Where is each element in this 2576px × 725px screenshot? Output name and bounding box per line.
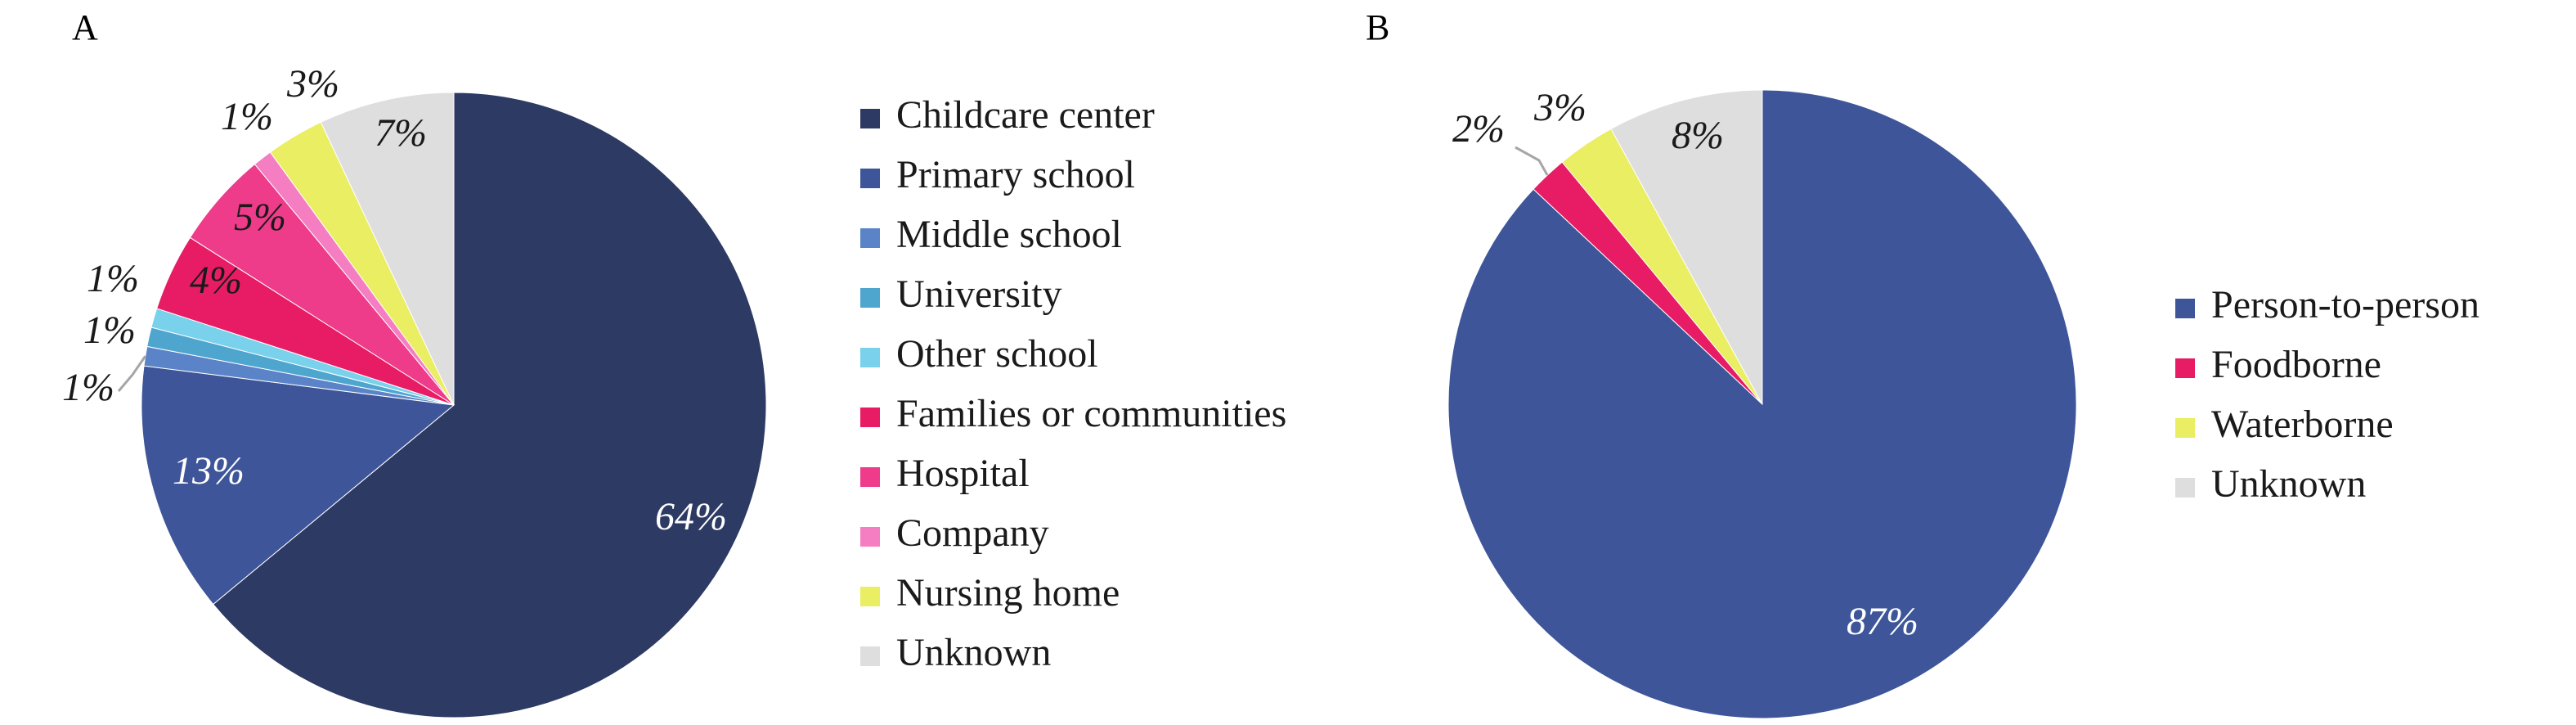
legend-a: Childcare center Primary school Middle sch… bbox=[860, 93, 1286, 674]
legend-label-company: Company bbox=[896, 511, 1049, 555]
legend-swatch-middle-school bbox=[860, 228, 880, 248]
legend-swatch-waterborne bbox=[2175, 418, 2195, 438]
panel-label-a: A bbox=[72, 7, 98, 47]
legend-label-hospital: Hospital bbox=[896, 452, 1030, 495]
leader-line bbox=[1515, 146, 1549, 176]
data-label-middle-school: 1% bbox=[62, 366, 114, 409]
data-label-families-or-communities: 4% bbox=[190, 259, 242, 302]
legend-swatch-childcare-center bbox=[860, 109, 880, 128]
data-label-hospital: 5% bbox=[234, 196, 286, 239]
legend-swatch-nursing-home bbox=[860, 587, 880, 606]
legend-label-families-or-communities: Families or communities bbox=[896, 392, 1286, 435]
legend-label-university: University bbox=[896, 272, 1062, 316]
legend-swatch-foodborne bbox=[2175, 358, 2195, 378]
legend-swatch-primary-school bbox=[860, 169, 880, 188]
data-label-foodborne: 2% bbox=[1452, 107, 1505, 151]
legend-b: Person-to-person Foodborne Waterborne Unkno… bbox=[2175, 283, 2480, 506]
pie-slice-unknown bbox=[320, 92, 455, 406]
leader-line bbox=[117, 355, 146, 392]
data-label-waterborne: 3% bbox=[1533, 86, 1586, 129]
data-label-nursing-home: 3% bbox=[286, 62, 339, 106]
data-label-unknown: 7% bbox=[375, 111, 427, 155]
data-label-university: 1% bbox=[83, 308, 136, 352]
legend-label-waterborne: Waterborne bbox=[2211, 403, 2394, 446]
legend-swatch-company bbox=[860, 527, 880, 547]
legend-label-other-school: Other school bbox=[896, 332, 1098, 376]
pie-slice-childcare-center bbox=[212, 92, 767, 718]
legend-swatch-hospital bbox=[860, 467, 880, 487]
legend-label-childcare-center: Childcare center bbox=[896, 93, 1155, 137]
data-label-company: 1% bbox=[221, 95, 273, 138]
legend-label-person-to-person: Person-to-person bbox=[2211, 283, 2480, 326]
legend-label-middle-school: Middle school bbox=[896, 213, 1122, 256]
pie-slice-unknown bbox=[1610, 89, 1763, 405]
legend-swatch-person-to-person bbox=[2175, 299, 2195, 318]
data-label-other-school: 1% bbox=[87, 257, 139, 300]
legend-swatch-university bbox=[860, 288, 880, 308]
legend-label-foodborne: Foodborne bbox=[2211, 343, 2381, 386]
data-label-childcare-center: 64% bbox=[655, 495, 727, 538]
data-label-unknown: 8% bbox=[1672, 114, 1724, 157]
legend-swatch-other-school bbox=[860, 348, 880, 367]
legend-label-nursing-home: Nursing home bbox=[896, 571, 1120, 615]
legend-label-unknown: Unknown bbox=[896, 631, 1051, 674]
legend-swatch-unknown bbox=[860, 646, 880, 666]
legend-swatch-unknown bbox=[2175, 478, 2195, 498]
data-label-primary-school: 13% bbox=[173, 449, 245, 493]
pie-chart-a: 64% 13% 1% 1% 1% 4% 5% 1% 3% 7% bbox=[62, 62, 767, 718]
pie-chart-b: 87% 2% 3% 8% bbox=[1447, 86, 2077, 719]
pie-slice-primary-school bbox=[141, 365, 456, 606]
panel-label-b: B bbox=[1366, 7, 1389, 47]
legend-label-primary-school: Primary school bbox=[896, 153, 1135, 196]
legend-label-unknown: Unknown bbox=[2211, 462, 2366, 506]
legend-swatch-families-or-communities bbox=[860, 408, 880, 427]
data-label-person-to-person: 87% bbox=[1847, 600, 1919, 643]
